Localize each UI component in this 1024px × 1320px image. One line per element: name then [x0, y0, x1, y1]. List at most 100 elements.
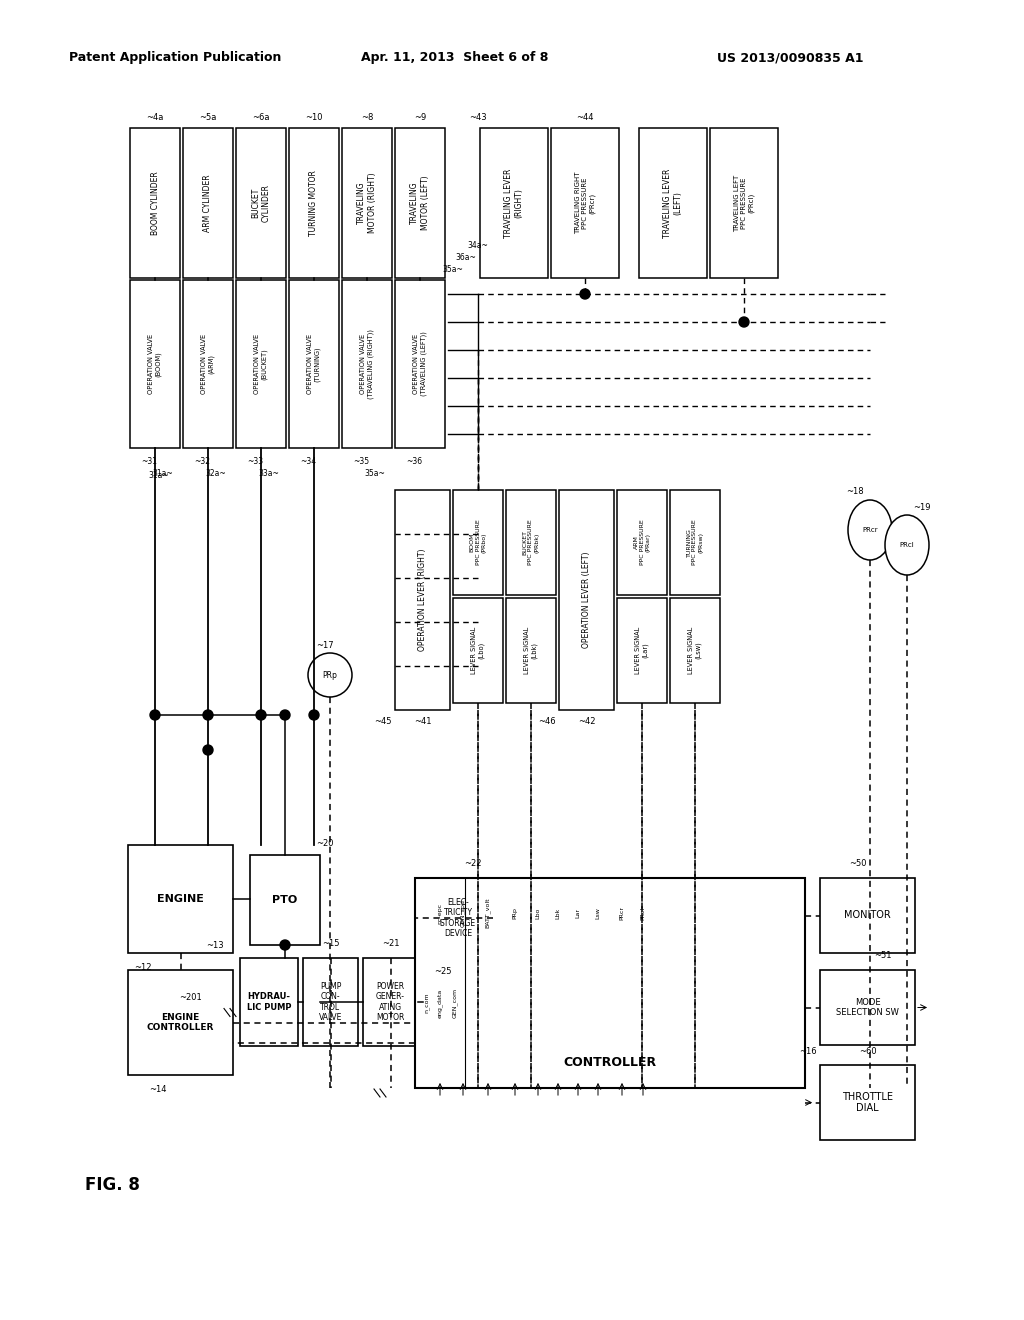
Ellipse shape — [848, 500, 892, 560]
Text: ~5a: ~5a — [200, 114, 217, 123]
Text: 35a~: 35a~ — [365, 469, 385, 478]
Text: 32a~: 32a~ — [206, 469, 226, 478]
Bar — [453, 490, 503, 595]
Circle shape — [150, 710, 160, 719]
Text: ENGINE
CONTROLLER: ENGINE CONTROLLER — [146, 1012, 214, 1032]
Bar — [453, 598, 503, 704]
Bar — [362, 958, 418, 1045]
Circle shape — [580, 289, 590, 300]
Text: BOOM
PPC PRESSURE
(PRbo): BOOM PPC PRESSURE (PRbo) — [470, 520, 486, 565]
Bar — [670, 598, 720, 704]
Bar — [506, 598, 556, 704]
Circle shape — [203, 710, 213, 719]
Text: ~35: ~35 — [353, 457, 369, 466]
Text: ~50: ~50 — [849, 859, 866, 869]
Text: TRAVELING RIGHT
PPC PRESSURE
(PRcr): TRAVELING RIGHT PPC PRESSURE (PRcr) — [574, 172, 595, 234]
Bar — [480, 128, 548, 279]
Text: MODE
SELECTION SW: MODE SELECTION SW — [836, 998, 899, 1018]
Text: ~46: ~46 — [539, 718, 556, 726]
Text: ARM
PPC PRESSURE
(PRar): ARM PPC PRESSURE (PRar) — [634, 520, 650, 565]
Bar — [130, 128, 180, 279]
Text: OPERATION VALVE
(BUCKET): OPERATION VALVE (BUCKET) — [254, 334, 267, 395]
Text: ~18: ~18 — [846, 487, 864, 496]
Text: BUCKET
PPC PRESSURE
(PRbk): BUCKET PPC PRESSURE (PRbk) — [522, 520, 540, 565]
Text: PRcr: PRcr — [620, 906, 625, 920]
Bar — [559, 490, 614, 710]
Text: ENGINE: ENGINE — [157, 894, 204, 904]
Text: BATT_volt: BATT_volt — [485, 898, 490, 928]
Circle shape — [309, 710, 319, 719]
Bar — [551, 128, 618, 279]
Text: OPERATION VALVE
(TRAVELING (RIGHT)): OPERATION VALVE (TRAVELING (RIGHT)) — [360, 329, 374, 399]
Text: ~33: ~33 — [247, 457, 263, 466]
Bar — [240, 958, 298, 1045]
Text: eng_data: eng_data — [437, 989, 442, 1018]
Circle shape — [256, 710, 266, 719]
Text: GEN_com: GEN_com — [453, 987, 458, 1018]
Bar — [236, 280, 286, 447]
Text: ~60: ~60 — [859, 1047, 877, 1056]
Text: TRAVELING LEVER
(RIGHT): TRAVELING LEVER (RIGHT) — [504, 169, 523, 238]
Text: US 2013/0090835 A1: US 2013/0090835 A1 — [717, 51, 863, 65]
Text: ~41: ~41 — [414, 718, 431, 726]
Text: PUMP
CON-
TROL
VALVE: PUMP CON- TROL VALVE — [318, 982, 342, 1022]
Text: ~42: ~42 — [578, 718, 595, 726]
Text: OPERATION VALVE
(BOOM): OPERATION VALVE (BOOM) — [148, 334, 162, 395]
Text: Apr. 11, 2013  Sheet 6 of 8: Apr. 11, 2013 Sheet 6 of 8 — [361, 51, 549, 65]
Text: Lsw: Lsw — [596, 907, 600, 919]
Text: 35a~: 35a~ — [442, 265, 464, 275]
Text: ~16: ~16 — [799, 1047, 817, 1056]
Text: ~44: ~44 — [577, 114, 594, 123]
Bar — [303, 958, 358, 1045]
Bar — [395, 490, 450, 710]
Text: TRAVELING
MOTOR (RIGHT): TRAVELING MOTOR (RIGHT) — [357, 173, 377, 234]
Ellipse shape — [885, 515, 929, 576]
Circle shape — [280, 710, 290, 719]
Bar — [128, 970, 233, 1074]
Text: PRcr: PRcr — [862, 527, 878, 533]
Text: BOOM CYLINDER: BOOM CYLINDER — [151, 172, 160, 235]
Text: TURNING MOTOR: TURNING MOTOR — [309, 170, 318, 236]
Text: PTO: PTO — [272, 895, 298, 906]
Text: ~31: ~31 — [141, 457, 157, 466]
Text: ARM CYLINDER: ARM CYLINDER — [204, 174, 213, 232]
Bar — [506, 490, 556, 595]
Bar — [395, 128, 445, 279]
Text: ~22: ~22 — [464, 859, 481, 869]
Bar — [617, 598, 667, 704]
Text: FIG. 8: FIG. 8 — [85, 1176, 139, 1195]
Bar — [423, 878, 493, 958]
Text: OPERATION LEVER (RIGHT): OPERATION LEVER (RIGHT) — [418, 549, 427, 651]
Text: BUCKET
CYLINDER: BUCKET CYLINDER — [251, 183, 270, 222]
Circle shape — [739, 317, 749, 327]
Text: ~21: ~21 — [382, 940, 399, 949]
Bar — [415, 878, 805, 1088]
Text: MONITOR: MONITOR — [844, 911, 891, 920]
Text: ~19: ~19 — [913, 503, 931, 512]
Text: CONTROLLER: CONTROLLER — [563, 1056, 656, 1069]
Ellipse shape — [308, 653, 352, 697]
Text: POWER
GENER-
ATING
MOTOR: POWER GENER- ATING MOTOR — [376, 982, 406, 1022]
Text: 36a~: 36a~ — [456, 253, 476, 263]
Text: pc-epc: pc-epc — [437, 903, 442, 924]
Text: ~32: ~32 — [194, 457, 210, 466]
Bar — [820, 970, 915, 1045]
Text: ~6a: ~6a — [252, 114, 269, 123]
Text: n_com: n_com — [425, 993, 429, 1014]
Text: ELEC-
TRICITY
STORAGE
DEVICE: ELEC- TRICITY STORAGE DEVICE — [440, 898, 476, 939]
Bar — [395, 280, 445, 447]
Circle shape — [203, 744, 213, 755]
Text: 31a~: 31a~ — [153, 469, 173, 478]
Text: LEVER SIGNAL
(Lsw): LEVER SIGNAL (Lsw) — [688, 627, 701, 675]
Bar — [130, 280, 180, 447]
Text: HYDRAU-
LIC PUMP: HYDRAU- LIC PUMP — [247, 993, 291, 1011]
Text: TRAVELING LEFT
PPC PRESSURE
(PRcl): TRAVELING LEFT PPC PRESSURE (PRcl) — [734, 174, 755, 231]
Text: ~20: ~20 — [316, 838, 334, 847]
Bar — [289, 128, 339, 279]
Text: Patent Application Publication: Patent Application Publication — [69, 51, 282, 65]
Text: PRcl: PRcl — [640, 907, 645, 920]
Text: Lar: Lar — [575, 908, 581, 917]
Text: ~201: ~201 — [178, 993, 202, 1002]
Text: ~45: ~45 — [374, 718, 392, 726]
Text: 34a~: 34a~ — [468, 240, 488, 249]
